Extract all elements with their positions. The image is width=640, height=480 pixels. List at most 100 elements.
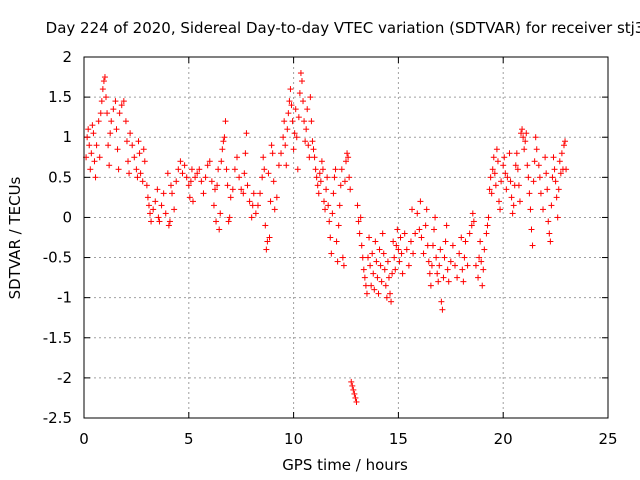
- data-point: [248, 214, 255, 221]
- data-point: [214, 182, 221, 189]
- data-point: [307, 94, 314, 101]
- data-point: [225, 218, 232, 225]
- data-point: [147, 210, 154, 217]
- data-point: [143, 182, 150, 189]
- data-point: [198, 178, 205, 185]
- data-point: [243, 130, 250, 137]
- data-point: [110, 106, 117, 113]
- data-point: [278, 150, 285, 157]
- data-point: [555, 186, 562, 193]
- data-point: [310, 146, 317, 153]
- data-point: [503, 186, 510, 193]
- data-point: [466, 230, 473, 237]
- data-point: [462, 238, 469, 245]
- data-point: [269, 150, 276, 157]
- data-point: [377, 262, 384, 269]
- data-point: [187, 178, 194, 185]
- data-point: [160, 190, 167, 197]
- data-point: [488, 190, 495, 197]
- data-point: [405, 262, 412, 269]
- data-point: [302, 138, 309, 145]
- data-point: [477, 238, 484, 245]
- data-point: [529, 242, 536, 249]
- data-point: [270, 178, 277, 185]
- data-point: [493, 146, 500, 153]
- data-point: [238, 186, 245, 193]
- data-point: [514, 166, 521, 173]
- data-point: [361, 274, 368, 281]
- data-point: [249, 202, 256, 209]
- data-point: [154, 186, 161, 193]
- plot-frame: [83, 56, 609, 419]
- data-point: [550, 154, 557, 161]
- data-point: [162, 210, 169, 217]
- data-point: [309, 138, 316, 145]
- data-point: [490, 154, 497, 161]
- data-point: [148, 218, 155, 225]
- data-point: [305, 142, 312, 149]
- data-point: [122, 118, 129, 125]
- data-point: [403, 246, 410, 253]
- data-point: [144, 194, 151, 201]
- data-point: [526, 190, 533, 197]
- data-point: [332, 166, 339, 173]
- data-point: [179, 170, 186, 177]
- data-point: [186, 194, 193, 201]
- data-point: [283, 162, 290, 169]
- data-point: [85, 126, 92, 133]
- data-point: [134, 174, 141, 181]
- y-tick-label: 2: [62, 48, 72, 66]
- data-point: [164, 170, 171, 177]
- data-point: [373, 258, 380, 265]
- data-point: [451, 262, 458, 269]
- data-point: [317, 178, 324, 185]
- data-point: [221, 134, 228, 141]
- data-point: [528, 226, 535, 233]
- x-tick-label: 10: [284, 430, 303, 448]
- y-tick-label: -2.5: [43, 409, 72, 427]
- data-point: [506, 150, 513, 157]
- data-point: [340, 262, 347, 269]
- data-point: [236, 174, 243, 181]
- data-point: [294, 166, 301, 173]
- data-point: [112, 98, 119, 105]
- data-point: [544, 186, 551, 193]
- data-point: [118, 102, 125, 109]
- data-point: [99, 86, 106, 93]
- data-point: [481, 246, 488, 253]
- data-point: [261, 166, 268, 173]
- data-point: [177, 158, 184, 165]
- data-point: [374, 274, 381, 281]
- data-point: [103, 94, 110, 101]
- data-point: [224, 182, 231, 189]
- data-point: [95, 118, 102, 125]
- data-point: [383, 294, 390, 301]
- data-point: [391, 254, 398, 261]
- data-point: [315, 190, 322, 197]
- data-point: [424, 242, 431, 249]
- data-point: [100, 78, 107, 85]
- data-point: [275, 162, 282, 169]
- data-point: [158, 202, 165, 209]
- data-point: [375, 290, 382, 297]
- data-point: [502, 170, 509, 177]
- data-point: [540, 206, 547, 213]
- data-point: [427, 282, 434, 289]
- data-point: [282, 142, 289, 149]
- y-tick-label: 0.5: [48, 168, 72, 186]
- data-point: [288, 102, 295, 109]
- data-point: [441, 254, 448, 261]
- data-point: [353, 398, 360, 405]
- data-point: [509, 210, 516, 217]
- data-point: [189, 198, 196, 205]
- data-point: [129, 142, 136, 149]
- data-point: [84, 134, 91, 141]
- data-point: [447, 258, 454, 265]
- data-point: [96, 154, 103, 161]
- data-point: [212, 186, 218, 193]
- data-point: [456, 250, 463, 257]
- data-point: [97, 110, 104, 117]
- data-point: [549, 174, 556, 181]
- y-tick-label: 1: [62, 128, 72, 146]
